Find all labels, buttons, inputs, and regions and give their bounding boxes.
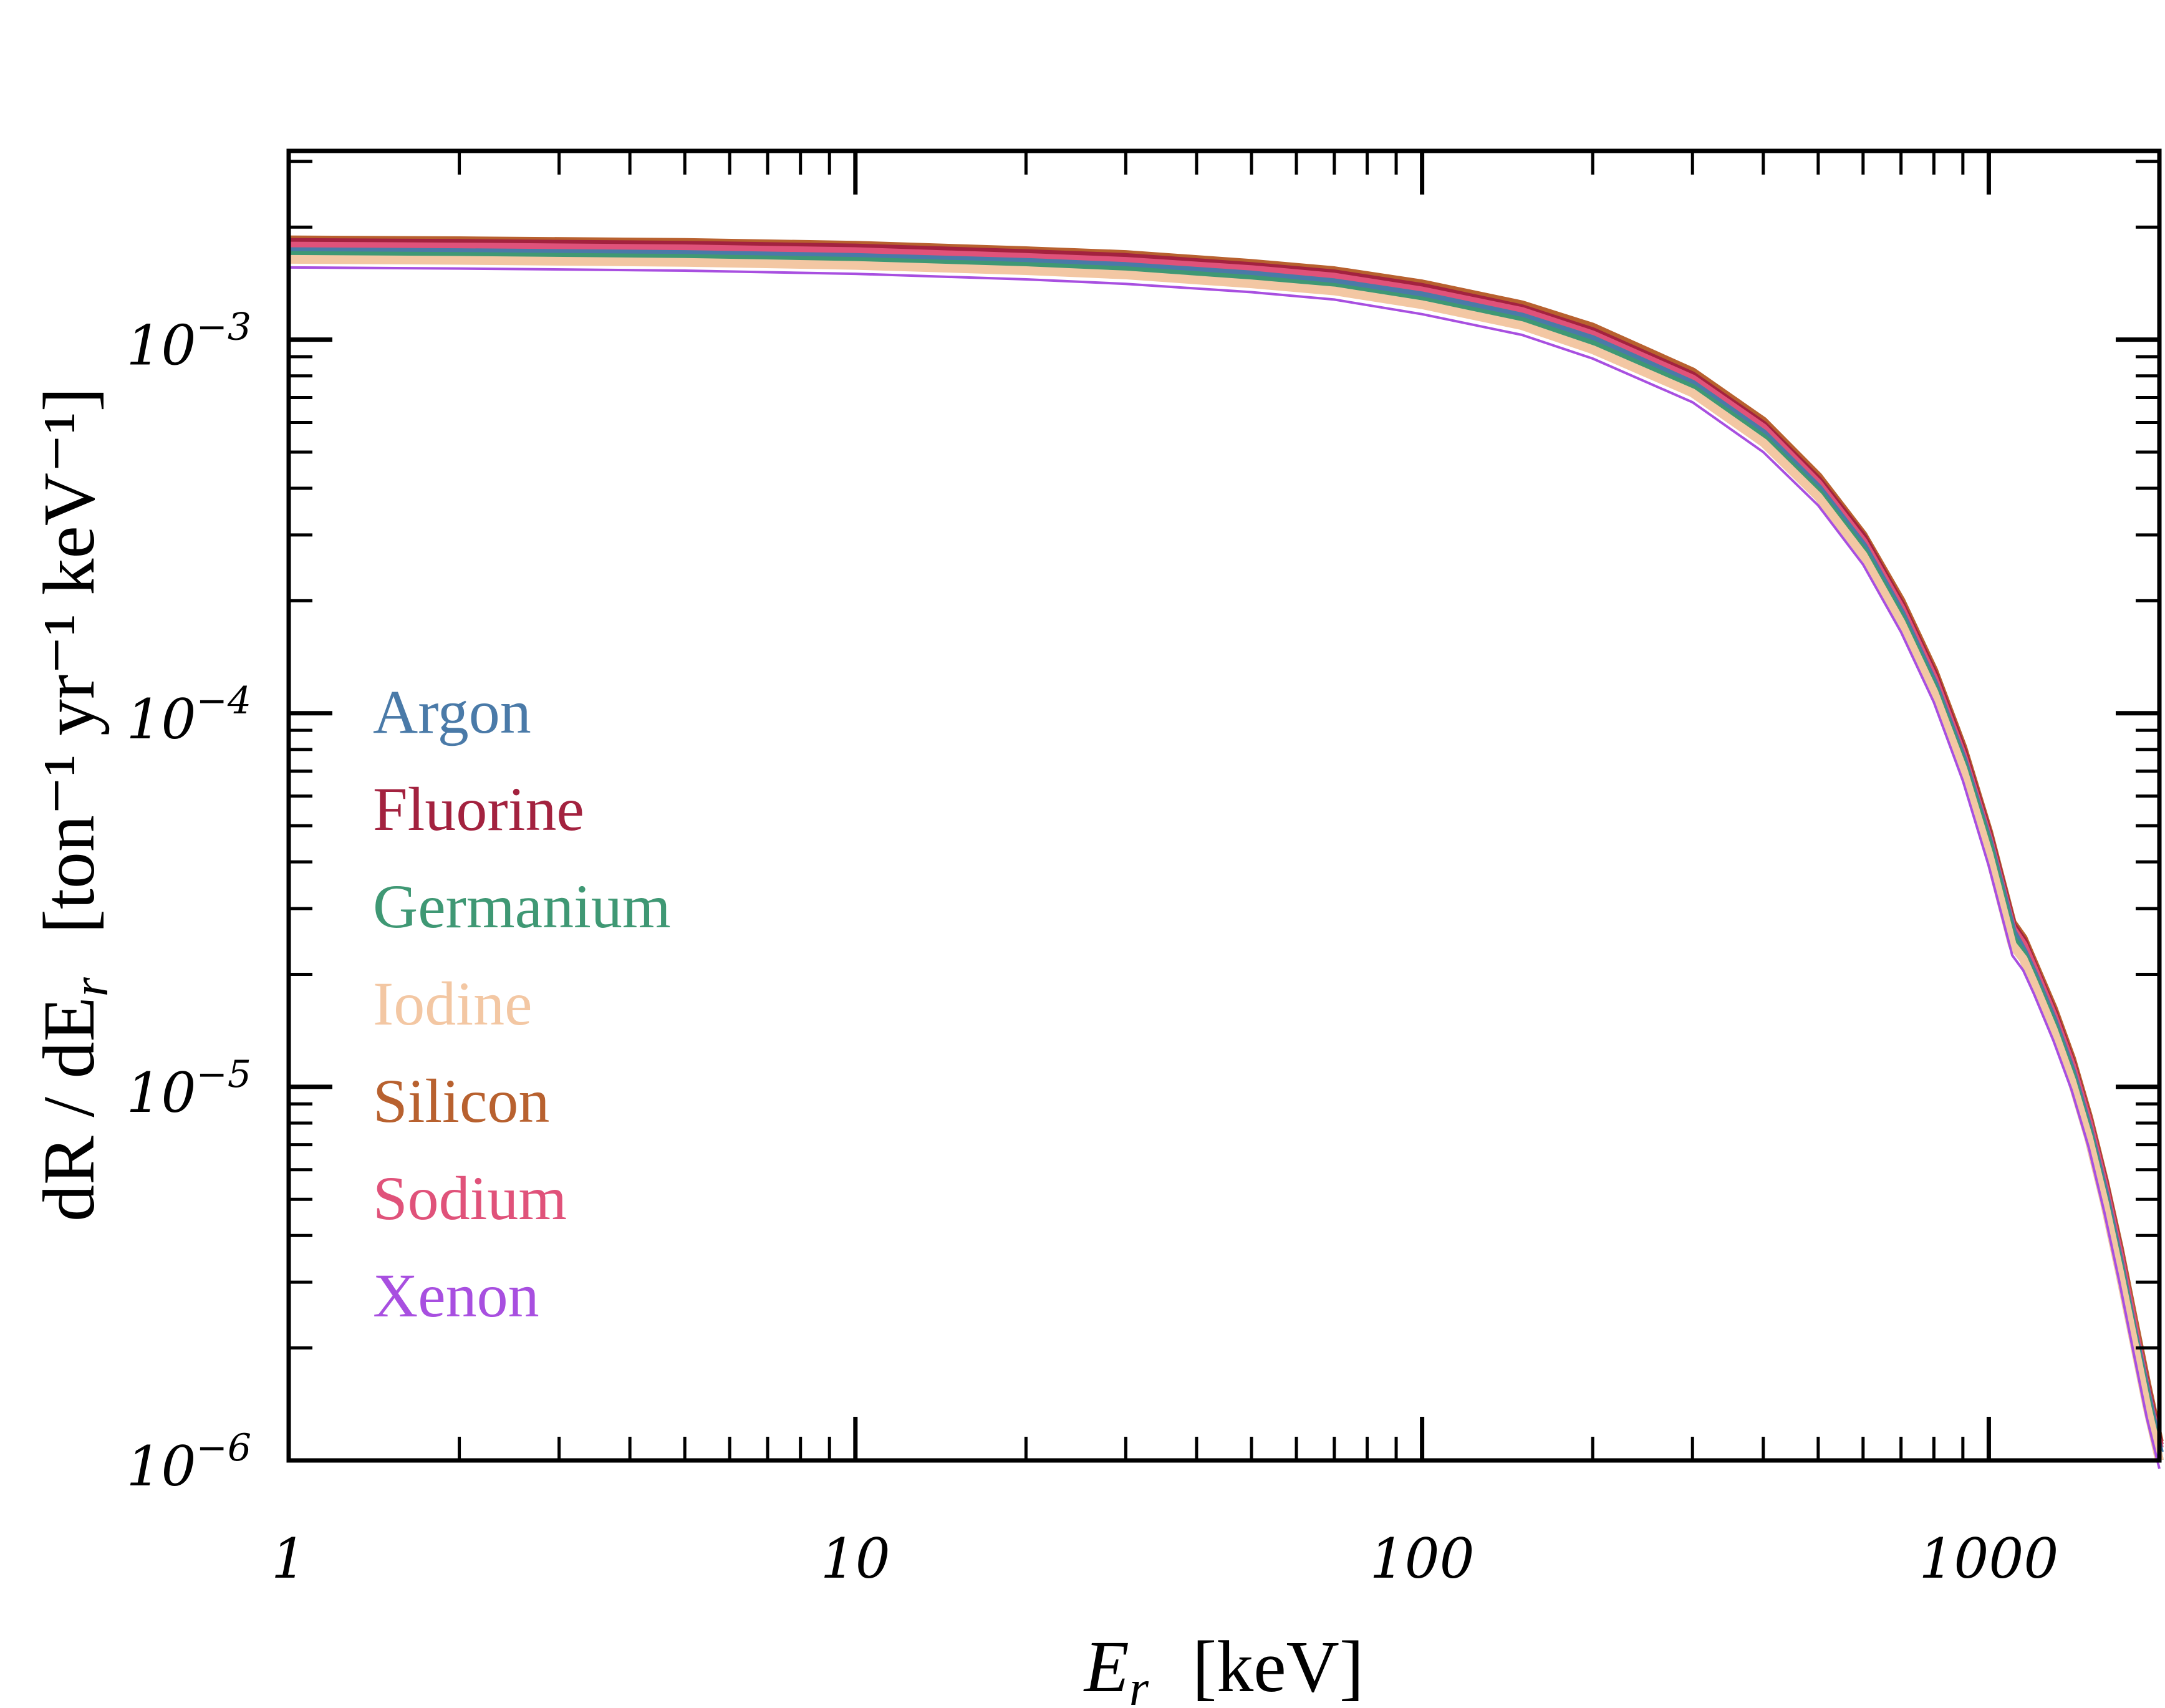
y-tick-label-exp: −4 [196,679,251,723]
series-line-xenon [288,266,2161,1469]
plot-frame [286,148,2162,1463]
y-tick-label-exp: −3 [196,306,251,349]
x-axis-title-unit: [keV] [1192,1626,1364,1707]
y-tick-label: 10−5 [127,1053,251,1125]
legend-item-iodine: Iodine [373,969,532,1038]
y-axis-title-sub: r [64,977,118,996]
legend-item-xenon: Xenon [373,1261,539,1330]
y-tick-label-base: 10 [127,1434,196,1498]
y-tick-label-base: 10 [127,314,196,378]
x-axis-title-sub: r [1129,1661,1149,1708]
series-line-iodine [288,254,2164,1462]
legend-item-silicon: Silicon [373,1066,549,1136]
x-tick-label: 1000 [1919,1527,2058,1591]
y-tick-label-base: 10 [127,687,196,751]
y-tick-label: 10−6 [127,1426,251,1498]
y-axis-title-unit: [ton⁻¹ yr⁻¹ keV⁻¹] [28,387,110,934]
x-axis-title-main: E [1083,1626,1129,1707]
series-layer [288,235,2164,1469]
y-axis-title: dR / dEr [ton⁻¹ yr⁻¹ keV⁻¹] [28,387,118,1222]
x-tick-label: 10 [821,1527,890,1591]
y-tick-label-base: 10 [127,1061,196,1125]
x-tick-label: 1 [271,1527,306,1591]
legend-item-argon: Argon [373,677,531,746]
y-tick-label-exp: −6 [196,1426,251,1470]
legend-item-sodium: Sodium [373,1164,567,1233]
y-tick-label: 10−3 [127,306,251,378]
legend-item-germanium: Germanium [373,872,671,941]
legend: Argon Fluorine Germanium Iodine Silicon Sodiu… [373,677,671,1330]
y-tick-label-exp: −5 [196,1053,251,1096]
legend-item-fluorine: Fluorine [373,774,584,844]
y-axis-title-main: dR / dE [28,996,110,1222]
x-axis-title: Er [keV] [1083,1626,1364,1708]
x-tick-label: 100 [1370,1527,1475,1591]
y-tick-label: 10−4 [127,679,251,751]
